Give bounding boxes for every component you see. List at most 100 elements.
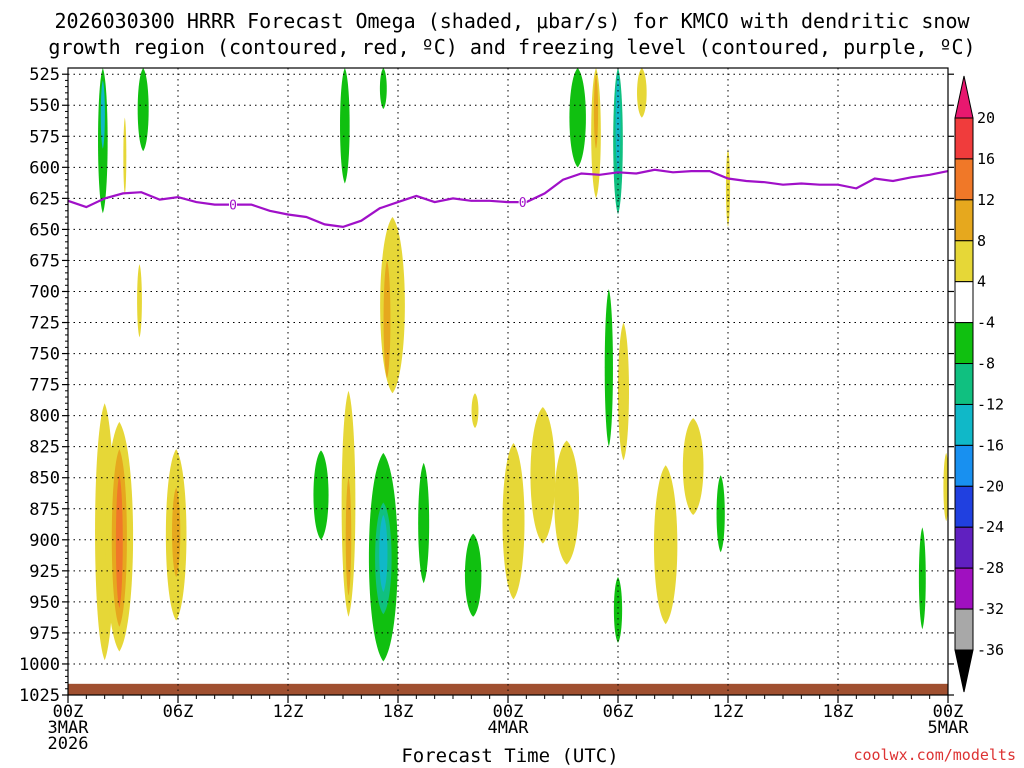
title-line-2: growth region (contoured, red, ºC) and f…	[48, 35, 975, 59]
omega-region-24	[345, 477, 352, 596]
omega-region-13	[137, 264, 142, 338]
y-tick-label: 675	[29, 251, 60, 271]
omega-region-34	[604, 289, 613, 447]
y-tick-label: 600	[29, 158, 60, 178]
colorbar-segment	[954, 567, 974, 610]
colorbar-segment	[954, 485, 974, 528]
y-tick-label: 575	[29, 127, 60, 147]
y-tick-label: 900	[29, 531, 60, 551]
title-line-1: 2026030300 HRRR Forecast Omega (shaded, …	[54, 9, 970, 33]
colorbar-segment	[954, 158, 974, 201]
colorbar-label: -8	[977, 355, 995, 373]
x-tick-label: 18Z	[383, 702, 414, 722]
x-tick-label: 12Z	[273, 702, 304, 722]
x-axis-label: Forecast Time (UTC)	[401, 745, 618, 767]
y-tick-label: 800	[29, 407, 60, 427]
colorbar-segment	[954, 240, 974, 283]
freezing-label-bg	[518, 195, 527, 210]
colorbar-segment	[954, 322, 974, 365]
omega-region-29	[471, 393, 479, 429]
omega-region-28	[418, 462, 430, 584]
grid	[67, 68, 949, 696]
y-tick-label: 725	[29, 314, 60, 334]
x-tick-year: 2026	[48, 734, 89, 754]
axes: 525 550 575 600 625 650 675 700 725 750 775 800 825 8…	[19, 65, 969, 754]
x-tick-label: 18Z	[823, 702, 854, 722]
omega-region-38	[682, 418, 704, 515]
y-tick-label: 650	[29, 220, 60, 240]
x-tick-date: 3MAR	[48, 718, 90, 738]
colorbar-bottom-arrow	[954, 649, 974, 693]
colorbar-segment	[954, 403, 974, 446]
colorbar-segment	[954, 281, 974, 324]
y-tick-label: 1025	[19, 686, 60, 706]
omega-region-3	[123, 117, 127, 195]
x-tick-date: 5MAR	[928, 718, 970, 738]
colorbar-label: -12	[977, 395, 1004, 413]
omega-region-35	[618, 322, 629, 461]
y-tick-label: 825	[29, 438, 60, 458]
y-tick-label: 625	[29, 189, 60, 209]
colorbar-segment	[954, 608, 974, 651]
credit-text: coolwx.com/modelts	[853, 746, 1016, 764]
colorbar-label: -24	[977, 518, 1004, 536]
colorbar-segment	[954, 199, 974, 242]
y-tick-label: 950	[29, 593, 60, 613]
omega-region-40	[918, 527, 926, 630]
x-tick-label: 06Z	[163, 702, 194, 722]
x-tick-label: 00Z	[53, 702, 84, 722]
colorbar-segment	[954, 526, 974, 569]
colorbar-label: 12	[977, 191, 995, 209]
colorbar-label: -32	[977, 600, 1004, 618]
omega-region-15	[383, 260, 391, 379]
colorbar-label: -4	[977, 314, 995, 332]
omega-region-5	[379, 68, 387, 109]
y-tick-label: 850	[29, 469, 60, 489]
freezing-level-line	[67, 168, 949, 229]
omega-region-37	[653, 465, 678, 625]
omega-region-30	[464, 533, 482, 617]
colorbar: 20 16 12 8 4 -4 -8 -12 -16 -20 -24 -28 -32 -36	[954, 75, 1004, 693]
omega-region-1	[100, 80, 105, 149]
y-tick-label: 525	[29, 65, 60, 85]
colorbar-label: -20	[977, 477, 1004, 495]
y-tick-label: 775	[29, 376, 60, 396]
omega-region-32	[530, 406, 556, 544]
omega-region-39	[716, 475, 725, 553]
freezing-level-label: 0	[229, 199, 237, 214]
y-tick-label: 875	[29, 500, 60, 520]
omega-region-12	[725, 148, 731, 227]
y-tick-label: 550	[29, 96, 60, 116]
y-tick-label: 700	[29, 282, 60, 302]
omega-region-6	[569, 68, 586, 168]
x-tick-date: 4MAR	[488, 718, 530, 738]
colorbar-top-arrow	[954, 75, 974, 119]
x-tick-label: 12Z	[713, 702, 744, 722]
colorbar-label: -28	[977, 559, 1004, 577]
omega-region-8	[593, 74, 599, 149]
colorbar-label: 8	[977, 232, 986, 250]
y-tick-label: 1000	[19, 655, 60, 675]
freezing-level-label: 0	[519, 196, 527, 211]
colorbar-segment	[954, 117, 974, 160]
omega-region-22	[313, 450, 329, 540]
omega-region-4	[340, 68, 350, 184]
colorbar-label: -36	[977, 641, 1004, 659]
x-tick-label: 00Z	[933, 702, 964, 722]
omega-region-2	[137, 68, 149, 152]
y-tick-label: 750	[29, 345, 60, 365]
x-tick-label: 06Z	[603, 702, 634, 722]
colorbar-segment	[954, 444, 974, 487]
surface-terrain	[68, 683, 948, 695]
omega-field	[68, 68, 948, 695]
y-tick-label: 975	[29, 624, 60, 644]
omega-region-33	[554, 440, 580, 565]
omega-region-41	[943, 452, 948, 522]
colorbar-label: 16	[977, 150, 995, 168]
colorbar-label: 4	[977, 273, 986, 291]
colorbar-segment	[954, 363, 974, 405]
colorbar-label: 20	[977, 109, 995, 127]
y-tick-label: 925	[29, 562, 60, 582]
